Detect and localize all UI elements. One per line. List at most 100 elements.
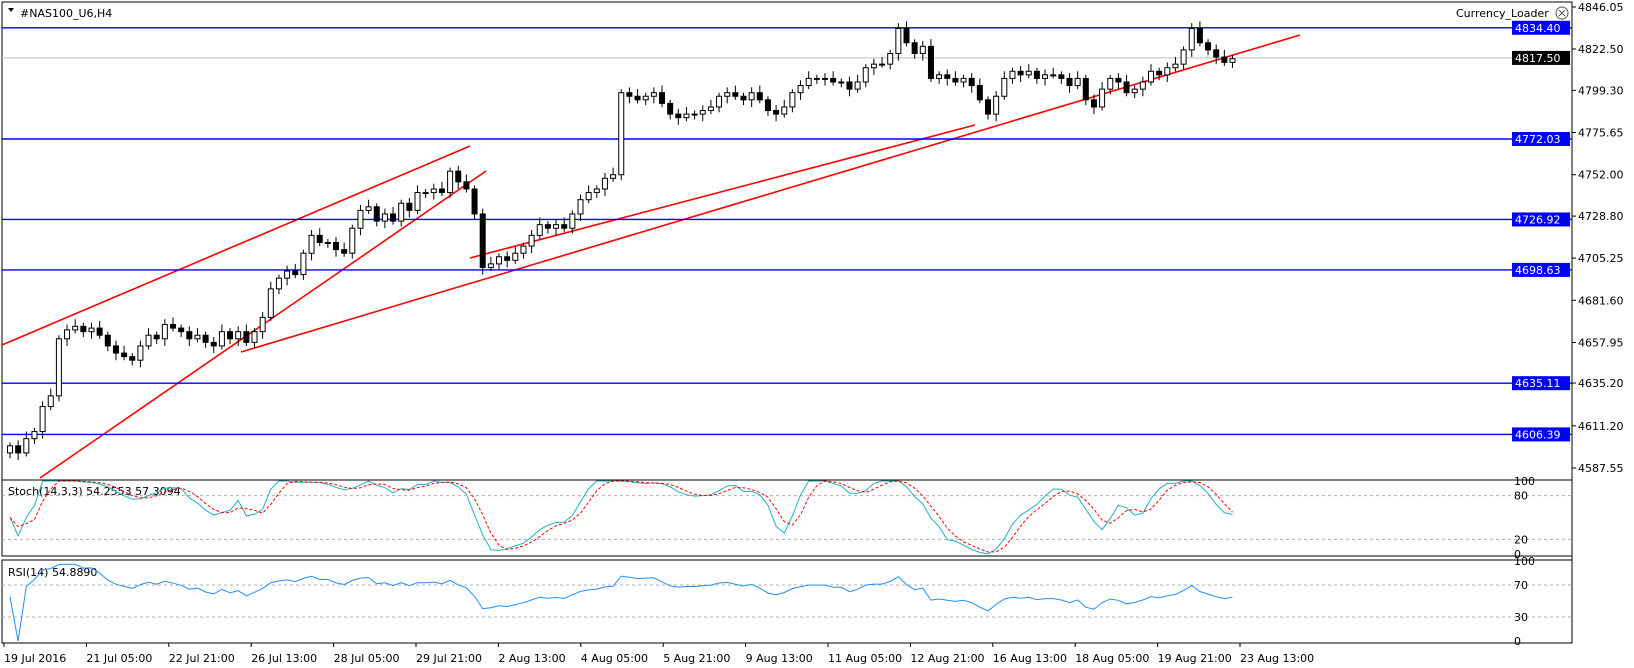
candle-body [903, 27, 910, 44]
candle-body [194, 334, 201, 340]
candle-body [349, 227, 356, 254]
candle [610, 167, 617, 182]
candle-body [544, 224, 551, 229]
candle [561, 217, 568, 232]
candle [414, 185, 421, 214]
candle [667, 99, 674, 120]
candle-body [398, 202, 405, 222]
candle-body [838, 81, 845, 84]
price-axis-label: 4728.80 [1578, 210, 1624, 223]
candle [1001, 71, 1008, 100]
candle [373, 203, 380, 227]
current-price-label: 4817.50 [1515, 52, 1561, 65]
candle-body [919, 45, 926, 54]
candle-body [740, 95, 747, 101]
rsi-panel-frame [1, 559, 1573, 644]
candle-body [275, 277, 282, 290]
level-tag-label: 4772.03 [1515, 133, 1561, 146]
candle [243, 324, 250, 346]
candle-body [707, 106, 714, 112]
time-axis-label: 19 Aug 21:00 [1158, 652, 1232, 665]
candle-body [585, 192, 592, 201]
candle [1131, 85, 1138, 99]
candle [1148, 64, 1154, 86]
candle-body [496, 256, 502, 265]
candle [1115, 73, 1122, 90]
level-tag-label: 4834.40 [1515, 22, 1561, 35]
level-tag-label: 4606.39 [1515, 428, 1561, 441]
candle-body [748, 92, 755, 101]
candle [740, 92, 747, 106]
candle-body [1229, 58, 1236, 63]
candle-body [724, 92, 731, 97]
candle [675, 108, 682, 125]
candle [145, 328, 152, 350]
candle-body [976, 85, 983, 101]
candle-body [137, 345, 144, 361]
candle-body [88, 327, 95, 333]
candle [838, 78, 845, 88]
candle [333, 237, 339, 257]
candle-body [1164, 67, 1171, 76]
candle-body [1090, 99, 1097, 108]
candle-body [911, 42, 918, 54]
candle [324, 238, 331, 248]
time-axis-label: 22 Jul 21:00 [169, 652, 235, 665]
candle-body [536, 224, 543, 236]
candle-body [1123, 81, 1130, 94]
candle [773, 105, 780, 122]
candle [626, 87, 633, 104]
candle [202, 331, 209, 348]
candle [830, 71, 837, 86]
candle-body [64, 329, 71, 340]
candle-body [862, 67, 869, 83]
candle-body [830, 77, 837, 83]
price-axis-label: 4752.00 [1578, 169, 1624, 182]
candle [1033, 67, 1040, 84]
dropdown-arrow-icon[interactable] [8, 8, 14, 12]
stoch-scale-label: 80 [1514, 490, 1528, 503]
candle-body [112, 345, 119, 354]
candle-body [952, 77, 959, 83]
price-axis-label: 4822.50 [1578, 43, 1624, 56]
price-axis-label: 4799.30 [1578, 84, 1624, 97]
candle [732, 85, 739, 100]
candle [479, 208, 486, 275]
candle-body [104, 334, 111, 347]
candle [235, 326, 242, 346]
candle-body [80, 325, 87, 333]
price-axis-label: 4635.20 [1578, 377, 1624, 390]
candle [903, 21, 910, 47]
close-icon[interactable] [1555, 6, 1569, 20]
candle [259, 312, 266, 339]
level-tag [1512, 376, 1570, 391]
candle-body [1050, 74, 1057, 77]
candle-body [1196, 27, 1203, 44]
candle-body [31, 431, 38, 440]
candle-body [1131, 88, 1138, 94]
candle [577, 194, 584, 222]
time-axis-label: 2 Aug 13:00 [498, 652, 565, 665]
candle-body [7, 445, 13, 454]
candle [895, 23, 902, 61]
candle-body [284, 270, 291, 279]
candle [854, 74, 861, 93]
candle-body [822, 77, 828, 80]
stoch-scale-label: 0 [1514, 548, 1521, 561]
price-axis-label: 4846.05 [1578, 1, 1624, 14]
candle-body [773, 110, 780, 115]
rsi-line [9, 563, 1233, 642]
candle [227, 328, 234, 345]
candle-body [202, 334, 209, 343]
candle [341, 242, 348, 257]
candle [797, 80, 804, 100]
candle [756, 85, 763, 104]
candle [104, 331, 111, 352]
candle [748, 87, 755, 107]
candle [601, 172, 608, 197]
candle-body [1099, 88, 1106, 108]
candle-body [683, 113, 690, 119]
candle [47, 388, 54, 411]
candle [292, 263, 299, 279]
candle [985, 96, 991, 120]
